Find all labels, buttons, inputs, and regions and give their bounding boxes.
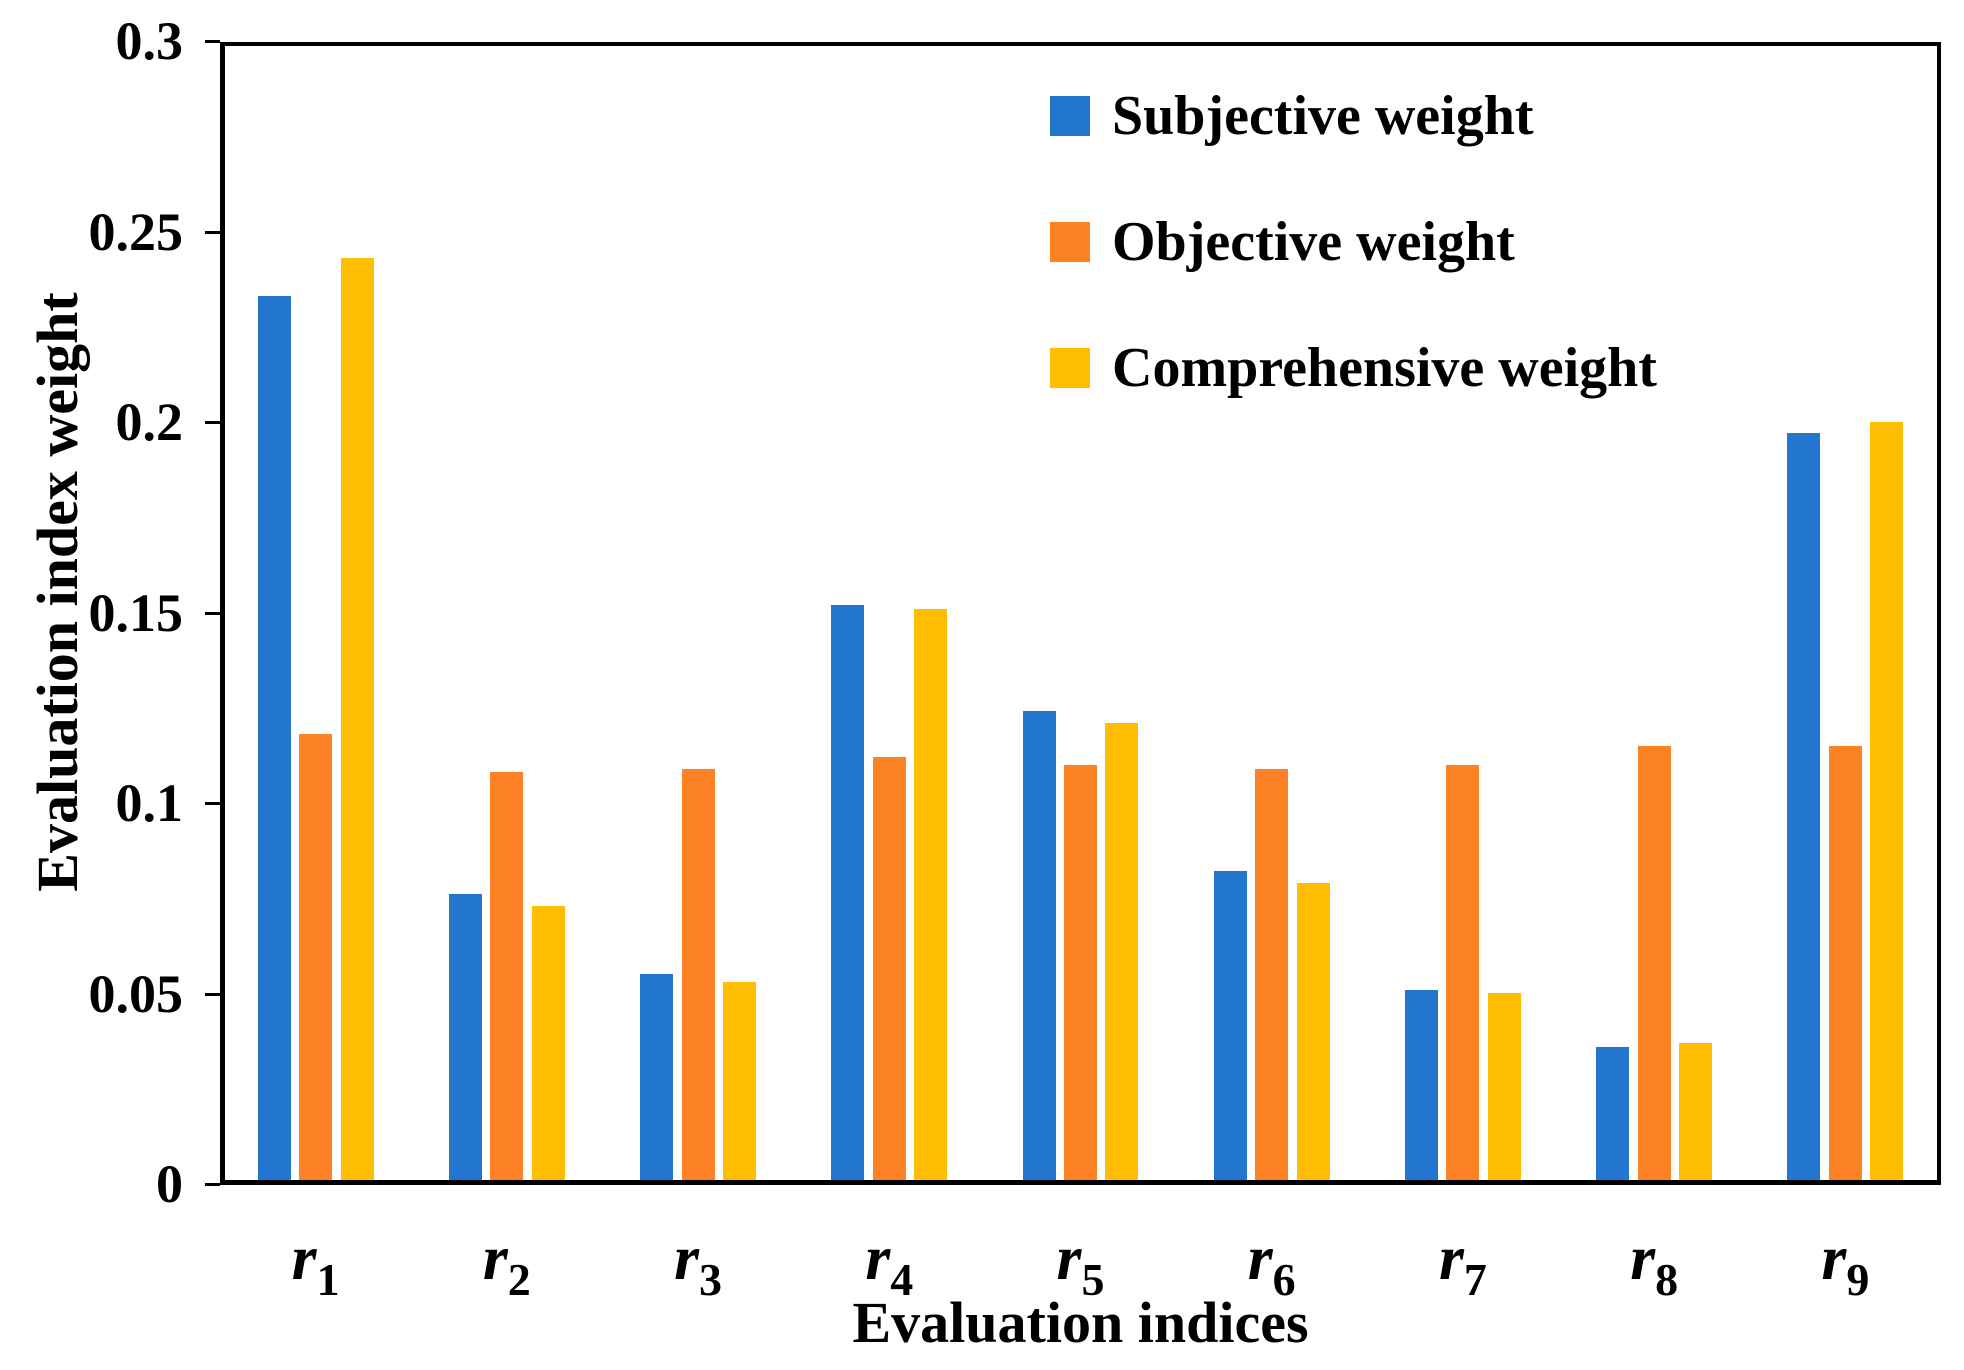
bar-s1-c8 — [1596, 1046, 1630, 1180]
bar-s2-c7 — [1446, 764, 1480, 1180]
legend-label: Subjective weight — [1112, 85, 1534, 147]
bar-s1-c5 — [1022, 711, 1056, 1180]
legend-swatch — [1050, 348, 1090, 388]
bar-s3-c5 — [1105, 722, 1139, 1180]
bar-s2-c9 — [1828, 745, 1862, 1180]
bar-s3-c7 — [1487, 993, 1521, 1180]
y-tick-mark — [205, 421, 220, 424]
bar-s2-c1 — [299, 734, 333, 1180]
y-tick-label: 0.3 — [115, 10, 184, 71]
bar-s2-c6 — [1255, 768, 1289, 1180]
bar-s2-c3 — [681, 768, 715, 1180]
bar-s2-c2 — [490, 772, 524, 1180]
x-category-label-r2: r2 — [482, 1222, 531, 1305]
bar-s1-c7 — [1405, 989, 1439, 1180]
y-tick-mark — [205, 40, 220, 43]
bar-s3-c9 — [1870, 421, 1904, 1180]
bar-s3-c3 — [722, 981, 756, 1180]
y-tick-mark — [205, 611, 220, 615]
bar-s1-c1 — [257, 296, 291, 1180]
y-tick-label: 0.25 — [88, 201, 184, 262]
legend-swatch — [1050, 96, 1090, 136]
y-tick-mark — [205, 230, 220, 234]
bar-s1-c2 — [448, 894, 482, 1180]
bar-s3-c4 — [914, 608, 948, 1180]
legend-label: Objective weight — [1112, 211, 1515, 273]
x-category-label-r1: r1 — [291, 1222, 340, 1305]
x-category-label-r4: r4 — [865, 1222, 914, 1305]
bar-s1-c3 — [640, 974, 674, 1180]
bar-s3-c8 — [1679, 1042, 1713, 1180]
bar-s1-c9 — [1787, 433, 1821, 1180]
bar-s3-c1 — [340, 257, 374, 1180]
legend-label: Comprehensive weight — [1112, 337, 1657, 399]
bar-s2-c5 — [1064, 764, 1097, 1180]
y-tick-mark — [205, 992, 220, 996]
y-tick-mark — [205, 1183, 220, 1186]
y-tick-label: 0.2 — [115, 391, 184, 452]
bar-s3-c2 — [531, 905, 565, 1180]
y-tick-label: 0.1 — [115, 772, 184, 833]
x-category-label-r9: r9 — [1821, 1222, 1870, 1305]
y-tick-label: 0 — [156, 1153, 183, 1214]
x-category-label-r7: r7 — [1438, 1222, 1487, 1305]
y-tick-label: 0.15 — [88, 582, 184, 643]
bar-s3-c6 — [1296, 882, 1330, 1180]
bar-s2-c8 — [1637, 745, 1671, 1180]
bar-s1-c6 — [1213, 871, 1247, 1180]
x-category-label-r5: r5 — [1056, 1222, 1105, 1305]
y-tick-label: 0.05 — [88, 963, 184, 1024]
x-category-label-r6: r6 — [1247, 1222, 1296, 1305]
bar-s2-c4 — [872, 757, 906, 1180]
plot-area — [220, 42, 1941, 1185]
bar-s1-c4 — [831, 604, 865, 1180]
x-axis-title: Evaluation indices — [852, 1290, 1309, 1355]
x-category-label-r8: r8 — [1630, 1222, 1679, 1305]
y-tick-mark — [205, 802, 220, 805]
legend-swatch — [1050, 222, 1090, 262]
x-category-label-r3: r3 — [674, 1222, 722, 1305]
